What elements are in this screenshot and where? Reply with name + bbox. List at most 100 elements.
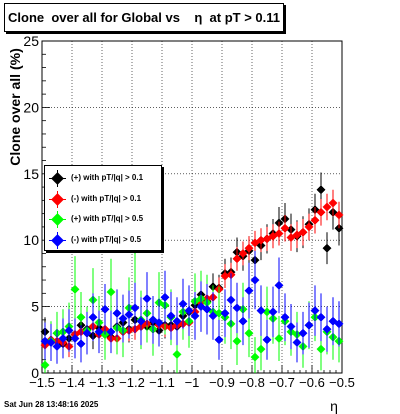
data-point [238, 316, 248, 326]
legend-label: (+) with pT/|q| > 0.1 [71, 173, 144, 182]
data-point [274, 229, 284, 239]
data-point [76, 312, 86, 322]
data-point [298, 328, 308, 338]
data-point [244, 243, 254, 253]
data-point [280, 312, 290, 322]
data-point [286, 321, 296, 332]
legend-entry: (+) with pT/|q| > 0.1 [45, 168, 161, 188]
data-point [118, 313, 128, 324]
y-tick-label: 5 [31, 299, 39, 315]
data-point [94, 327, 104, 337]
y-tick-label: 25 [23, 33, 39, 49]
legend-marker [51, 233, 64, 247]
x-tick-label: −0.9 [209, 375, 235, 390]
data-point [46, 337, 56, 348]
data-point [262, 335, 272, 345]
legend-entry: (+) with pT/|q| > 0.5 [45, 209, 161, 229]
data-point [304, 320, 314, 330]
data-point [328, 198, 338, 208]
data-point [238, 248, 248, 259]
legend-label: (+) with pT/|q| > 0.5 [71, 214, 144, 223]
data-point [64, 325, 74, 336]
legend-label: (-) with pT/|q| > 0.1 [71, 193, 142, 203]
data-point [316, 185, 326, 195]
data-point [70, 284, 80, 294]
data-point [40, 360, 50, 370]
data-point [316, 312, 326, 322]
data-point [316, 207, 326, 217]
data-point [52, 341, 62, 351]
chart-title-box: Clone over all for Global vs η at pT > 0… [4, 3, 284, 32]
y-tick-label: 0 [31, 365, 39, 381]
legend-entry: (-) with pT/|q| > 0.5 [45, 230, 161, 250]
data-point [172, 349, 182, 359]
y-tick-label: 10 [23, 232, 39, 248]
y-axis-label: Clone over all (%) [7, 48, 23, 165]
timestamp-footer: Sat Jun 28 13:48:16 2025 [4, 400, 99, 409]
data-point [154, 317, 164, 328]
data-point [106, 287, 116, 297]
data-point [268, 307, 278, 317]
data-point [166, 311, 176, 321]
data-point [250, 275, 260, 285]
data-point [226, 295, 236, 305]
x-tick-label: −1.1 [149, 375, 175, 390]
legend-marker [51, 172, 64, 185]
data-point [172, 316, 182, 326]
x-tick-label: −1.3 [89, 375, 115, 390]
x-tick-label: −0.8 [239, 375, 265, 390]
x-tick-label: −1.2 [119, 375, 145, 390]
data-point [130, 303, 140, 313]
data-point [232, 254, 242, 264]
data-point [190, 311, 200, 321]
data-point [202, 304, 212, 314]
data-point [316, 344, 326, 354]
data-point [178, 299, 188, 309]
chart-title: Clone over all for Global vs η at pT > 0… [8, 10, 280, 25]
x-tick-label: −1.4 [59, 375, 85, 390]
data-point [304, 222, 314, 232]
x-tick-label: −1 [185, 375, 200, 390]
data-point [256, 344, 266, 354]
data-point [280, 223, 290, 233]
legend-label: (-) with pT/|q| > 0.5 [71, 234, 142, 244]
data-point [214, 308, 224, 318]
data-point [244, 286, 254, 296]
data-point [232, 303, 242, 313]
data-point [334, 319, 344, 329]
data-point [250, 352, 260, 362]
data-point [112, 308, 122, 318]
data-point [136, 316, 146, 326]
data-point [292, 337, 302, 348]
data-point [160, 292, 170, 302]
y-tick-label: 20 [23, 99, 39, 115]
data-point [58, 333, 68, 344]
data-point [322, 324, 332, 334]
data-point [322, 202, 332, 212]
legend-marker [51, 213, 64, 226]
data-point [274, 280, 284, 290]
data-point [88, 312, 98, 322]
data-point [310, 306, 320, 316]
data-point [124, 310, 134, 320]
data-point [82, 328, 92, 338]
x-tick-label: −1.5 [29, 375, 55, 390]
legend: (+) with pT/|q| > 0.1 (-) with pT/|q| > 0… [44, 165, 162, 251]
x-axis-label: η [330, 398, 338, 414]
data-point [40, 336, 50, 346]
data-point [100, 304, 110, 314]
data-point [214, 335, 224, 345]
data-point [184, 306, 194, 316]
data-point [232, 336, 242, 346]
data-point [70, 333, 80, 344]
data-point [334, 210, 344, 220]
data-point [106, 327, 116, 337]
y-tick-label: 15 [23, 166, 39, 182]
x-tick-label: −0.7 [269, 375, 295, 390]
x-tick-label: −0.6 [299, 375, 325, 390]
data-point [322, 243, 332, 253]
legend-entry: (-) with pT/|q| > 0.1 [45, 189, 161, 209]
data-point [244, 328, 254, 338]
legend-marker [51, 192, 64, 206]
